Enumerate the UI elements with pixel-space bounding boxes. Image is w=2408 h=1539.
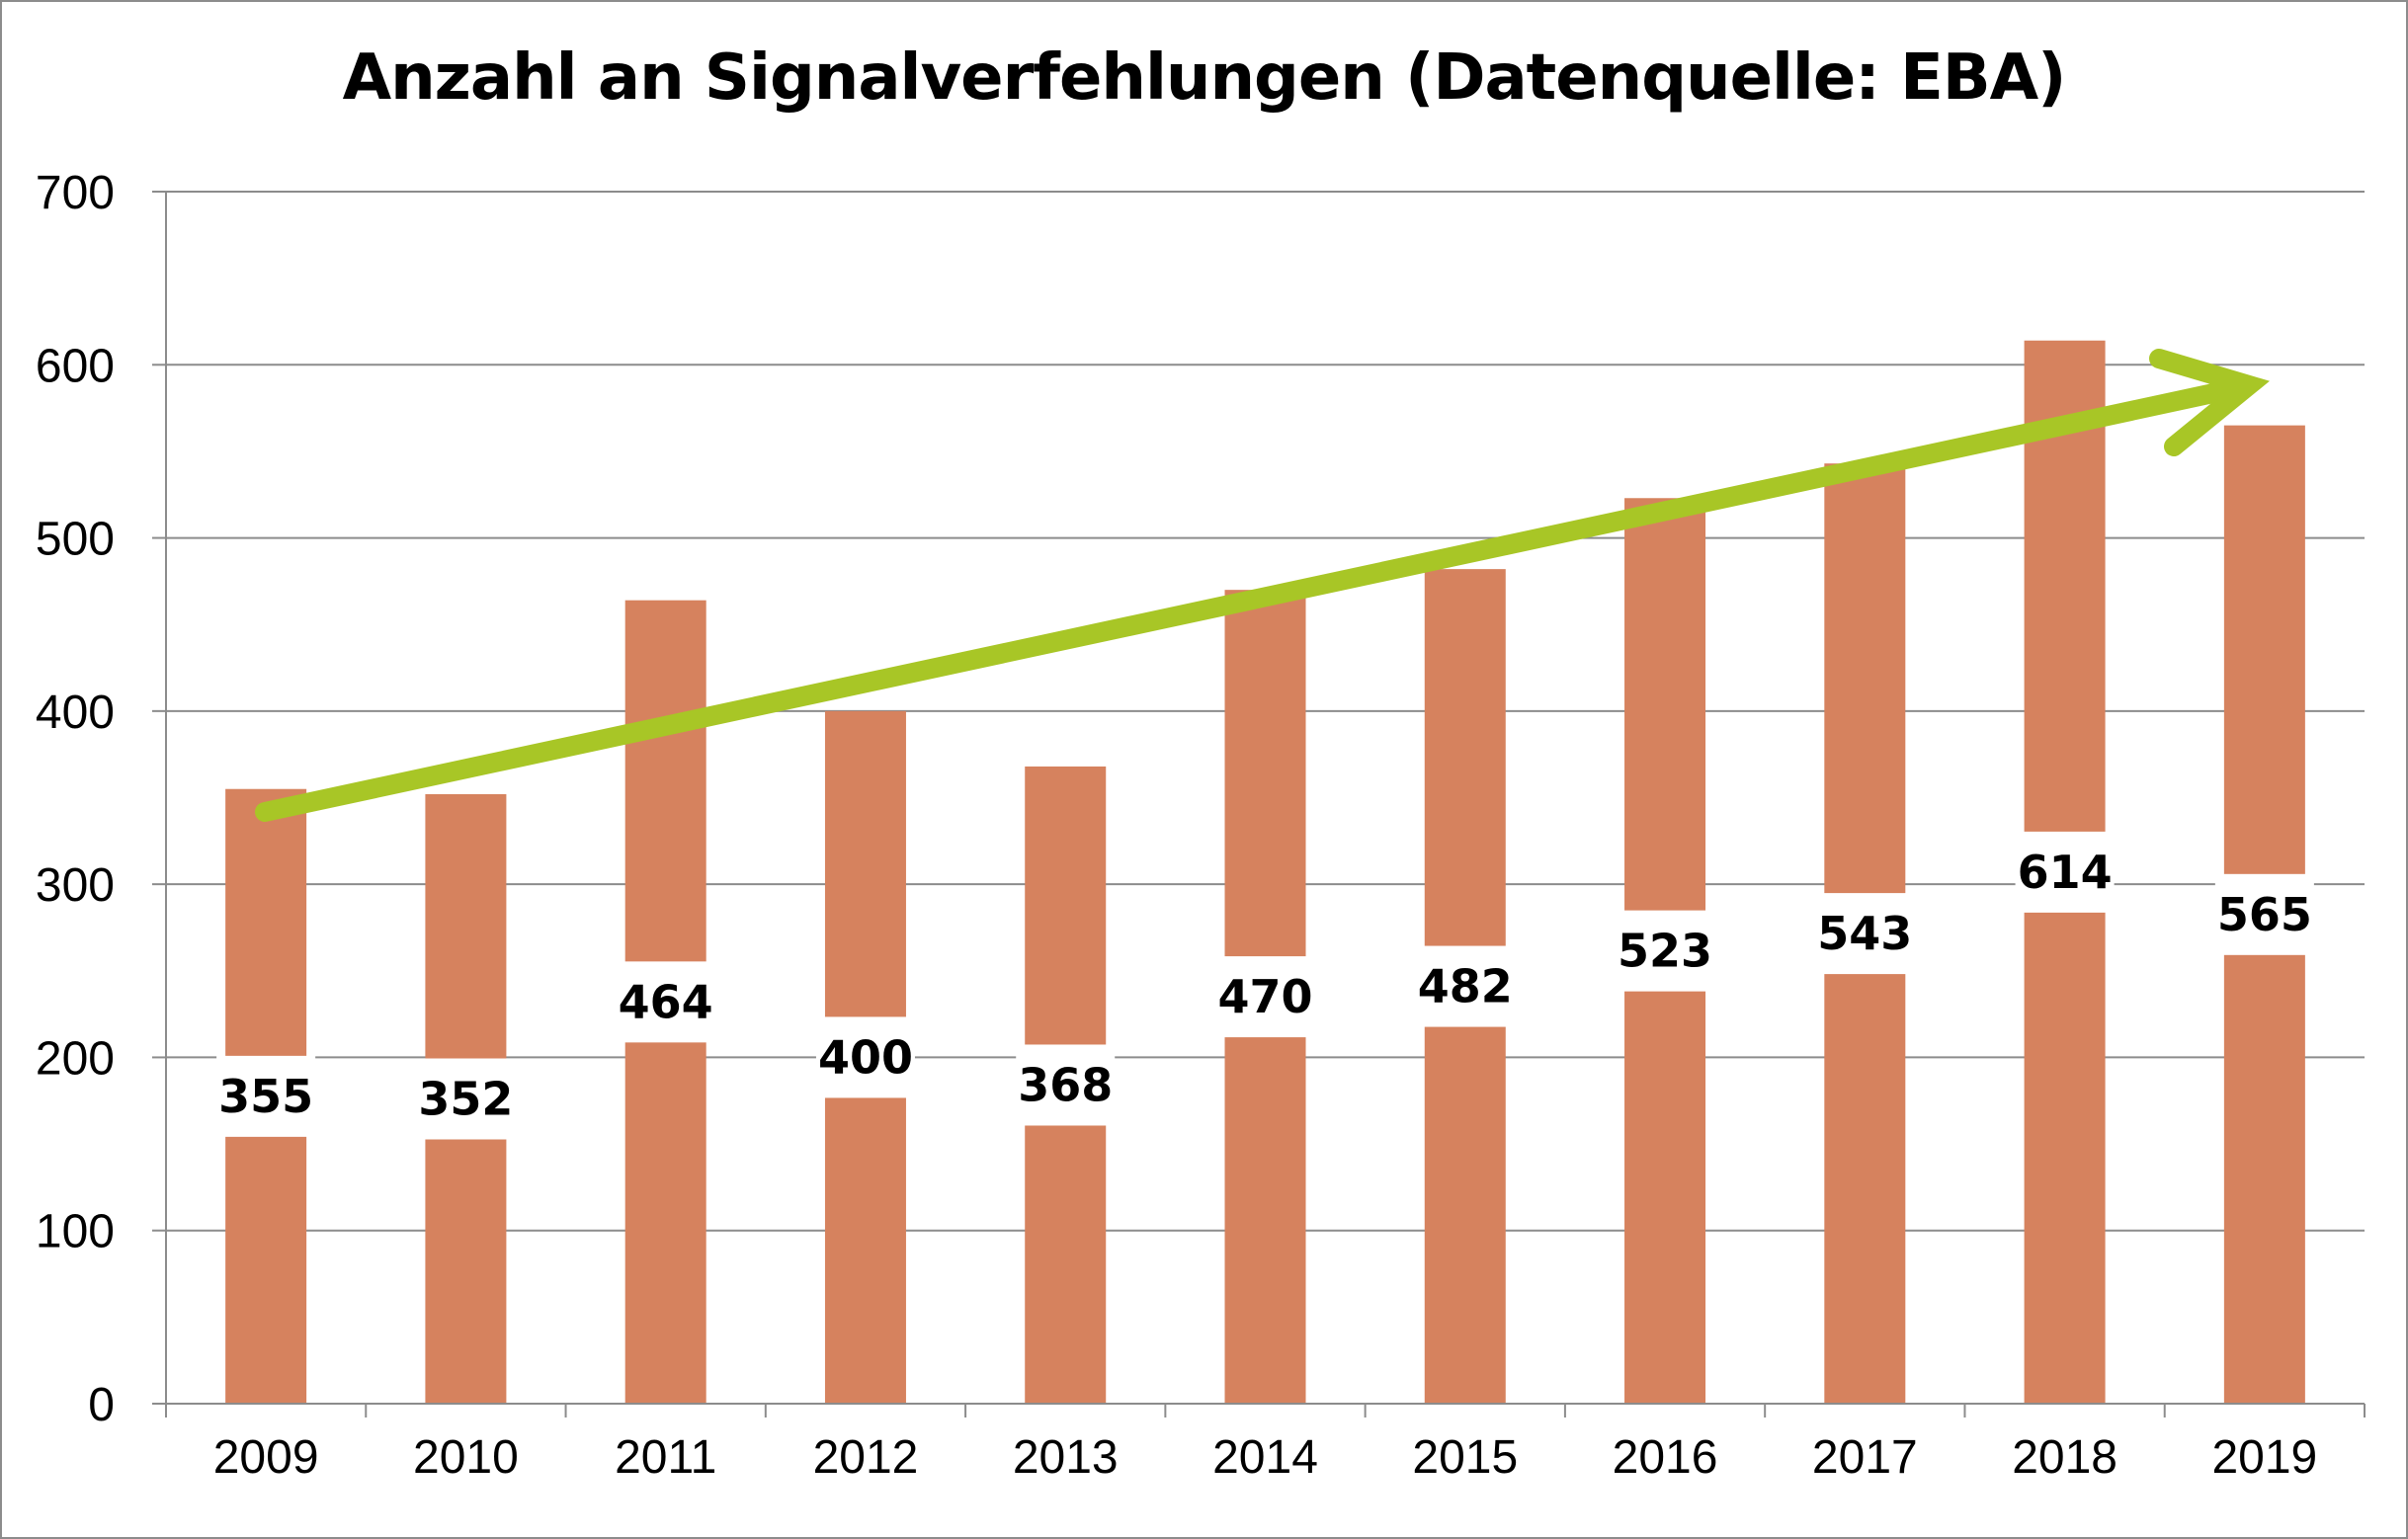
data-label-2013: 368	[1018, 1058, 1113, 1111]
data-label-2011: 464	[619, 975, 713, 1028]
y-tick-label: 100	[36, 1206, 115, 1258]
x-tick-label: 2010	[413, 1431, 519, 1484]
y-tick-label: 600	[36, 340, 115, 392]
y-tick-label: 500	[36, 514, 115, 566]
trend-arrow-shaft	[255, 377, 2251, 822]
data-label-background	[1616, 910, 1715, 992]
y-tick-label: 700	[36, 167, 115, 219]
y-tick-label: 400	[36, 687, 115, 739]
x-tick-label: 2019	[2211, 1431, 2317, 1484]
data-label-background	[1815, 893, 1915, 975]
data-label-background	[616, 961, 715, 1043]
data-label-2017: 543	[1817, 907, 1912, 960]
y-tick-label: 200	[36, 1032, 115, 1085]
chart-title: Anzahl an Signalverfehlungen (Datenquell…	[342, 41, 2067, 115]
x-tick-label: 2013	[1013, 1431, 1119, 1484]
data-label-background	[2015, 831, 2115, 913]
data-label-background	[815, 1016, 915, 1098]
trend-arrow-head	[2149, 349, 2270, 456]
data-label-2019: 565	[2217, 888, 2312, 941]
x-tick-label: 2018	[2012, 1431, 2117, 1484]
data-label-2012: 400	[818, 1030, 913, 1084]
y-tick-label: 300	[36, 859, 115, 912]
x-tick-label: 2012	[813, 1431, 919, 1484]
data-label-2009: 355	[218, 1070, 313, 1123]
x-tick-label: 2011	[615, 1431, 716, 1484]
data-label-background	[1215, 956, 1315, 1038]
x-tick-label: 2015	[1412, 1431, 1518, 1484]
data-label-2010: 352	[418, 1072, 513, 1125]
x-tick-label: 2017	[1812, 1431, 1918, 1484]
data-label-background	[1016, 1044, 1116, 1126]
data-label-2015: 482	[1418, 960, 1513, 1013]
data-label-background	[416, 1058, 516, 1140]
data-label-2014: 470	[1217, 970, 1312, 1023]
x-tick-label: 2014	[1212, 1431, 1318, 1484]
data-label-2016: 523	[1618, 925, 1712, 978]
data-label-background	[1415, 945, 1515, 1027]
data-label-background	[2214, 873, 2314, 955]
x-tick-label: 2009	[213, 1431, 319, 1484]
x-tick-label: 2016	[1613, 1431, 1718, 1484]
y-tick-label: 0	[88, 1379, 115, 1431]
data-label-background	[216, 1055, 316, 1137]
data-label-2018: 614	[2018, 846, 2113, 899]
